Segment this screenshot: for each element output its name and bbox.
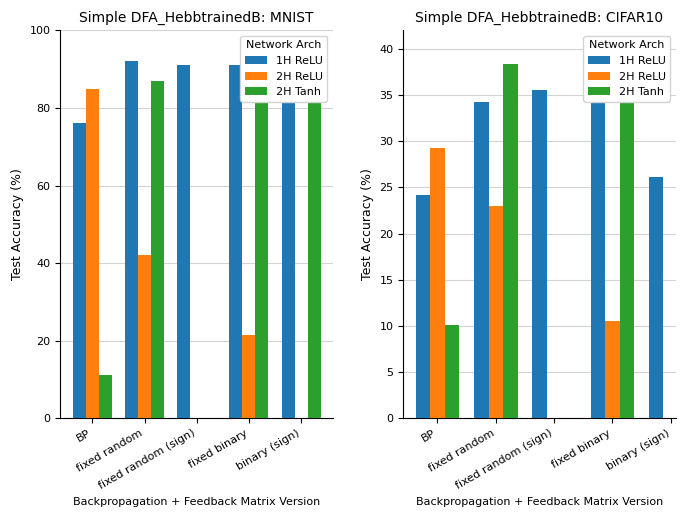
Y-axis label: Test Accuracy (%): Test Accuracy (%)	[361, 168, 374, 280]
X-axis label: Backpropagation + Feedback Matrix Version: Backpropagation + Feedback Matrix Versio…	[73, 497, 320, 507]
Bar	[256, 77, 269, 418]
Bar	[605, 321, 620, 418]
Title: Simple DFA_HebbtrainedB: MNIST: Simple DFA_HebbtrainedB: MNIST	[80, 11, 314, 25]
Bar	[474, 103, 488, 418]
Bar	[151, 81, 164, 418]
Bar	[177, 65, 190, 418]
Bar	[138, 255, 151, 418]
X-axis label: Backpropagation + Feedback Matrix Version: Backpropagation + Feedback Matrix Versio…	[416, 497, 663, 507]
Bar	[243, 335, 256, 418]
Bar	[99, 376, 112, 418]
Bar	[591, 88, 605, 418]
Bar	[308, 89, 321, 418]
Bar	[430, 148, 444, 418]
Legend: 1H ReLU, 2H ReLU, 2H Tanh: 1H ReLU, 2H ReLU, 2H Tanh	[583, 36, 671, 102]
Bar	[73, 123, 86, 418]
Bar	[503, 64, 518, 418]
Bar	[282, 93, 295, 418]
Bar	[229, 65, 243, 418]
Y-axis label: Test Accuracy (%): Test Accuracy (%)	[11, 168, 24, 280]
Bar	[620, 48, 634, 418]
Bar	[444, 325, 460, 418]
Bar	[532, 91, 547, 418]
Bar	[125, 62, 138, 418]
Bar	[649, 177, 664, 418]
Bar	[416, 195, 430, 418]
Bar	[86, 89, 99, 418]
Title: Simple DFA_HebbtrainedB: CIFAR10: Simple DFA_HebbtrainedB: CIFAR10	[416, 11, 664, 25]
Legend: 1H ReLU, 2H ReLU, 2H Tanh: 1H ReLU, 2H ReLU, 2H Tanh	[240, 36, 328, 102]
Bar	[488, 206, 503, 418]
